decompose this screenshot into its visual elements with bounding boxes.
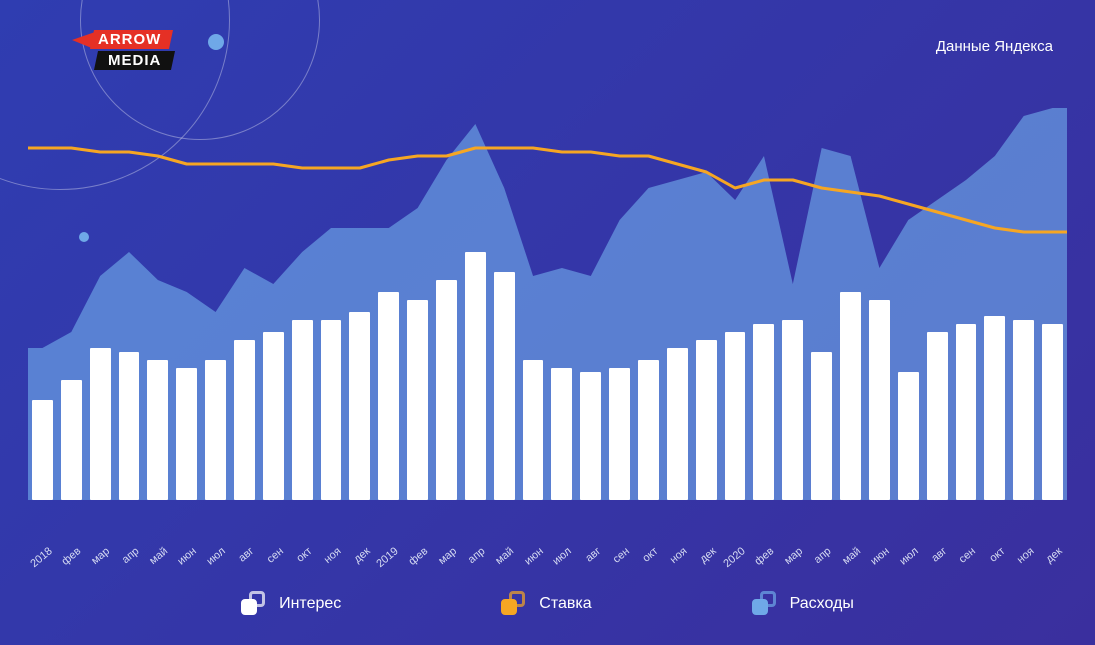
bar: [840, 292, 861, 500]
bar: [407, 300, 428, 500]
bar: [494, 272, 515, 500]
x-tick-label: окт: [987, 545, 1007, 565]
x-tick-label: июн: [522, 545, 545, 567]
decor-dot: [208, 34, 224, 50]
brand-line1: ARROW: [98, 31, 161, 48]
bar: [32, 400, 53, 500]
x-tick-label: 2020: [721, 545, 747, 570]
bar: [523, 360, 544, 500]
x-tick-label: авг: [583, 545, 603, 564]
x-tick-label: окт: [294, 545, 314, 565]
x-tick-label: мар: [90, 545, 113, 567]
x-tick-label: май: [840, 545, 863, 567]
legend-rate-label: Ставка: [539, 595, 591, 613]
brand-line2: MEDIA: [108, 52, 161, 69]
legend-item-spend: Расходы: [752, 591, 854, 617]
bar: [609, 368, 630, 500]
x-tick-label: июл: [551, 545, 574, 567]
plot-area: [28, 100, 1067, 500]
bar: [551, 368, 572, 500]
bar: [61, 380, 82, 500]
legend-item-interest: Интерес: [241, 591, 341, 617]
legend-rate-icon: [501, 591, 527, 617]
bar: [436, 280, 457, 500]
bar: [292, 320, 313, 500]
x-tick-label: 2019: [375, 545, 401, 570]
x-tick-label: апр: [812, 545, 834, 566]
bar: [465, 252, 486, 500]
x-tick-label: июн: [868, 545, 891, 567]
bar: [263, 332, 284, 500]
x-tick-label: июн: [176, 545, 199, 567]
x-axis: 2018февмарапрмайиюниюлавгсеноктноядек201…: [28, 545, 1067, 575]
chart: 2018февмарапрмайиюниюлавгсеноктноядек201…: [28, 100, 1067, 545]
x-tick-label: мар: [436, 545, 459, 567]
x-tick-label: дек: [351, 545, 372, 565]
source-label: Данные Яндекса: [936, 38, 1053, 55]
bar: [90, 348, 111, 500]
legend-spend-icon: [752, 591, 778, 617]
x-tick-label: май: [147, 545, 170, 567]
x-tick-label: дек: [1044, 545, 1065, 565]
brand-logo: ARROW MEDIA: [72, 30, 173, 70]
bar: [725, 332, 746, 500]
bar: [147, 360, 168, 500]
bar: [984, 316, 1005, 500]
bar: [378, 292, 399, 500]
legend: Интерес Ставка Расходы: [0, 591, 1095, 617]
x-tick-label: июл: [897, 545, 920, 567]
x-tick-label: ноя: [1014, 545, 1036, 566]
bar: [667, 348, 688, 500]
bar: [349, 312, 370, 500]
x-tick-label: май: [494, 545, 517, 567]
x-tick-label: мар: [782, 545, 805, 567]
x-tick-label: сен: [611, 545, 632, 566]
bar: [119, 352, 140, 500]
x-tick-label: авг: [929, 545, 949, 564]
x-tick-label: сен: [264, 545, 285, 566]
bar: [321, 320, 342, 500]
x-tick-label: авг: [237, 545, 257, 564]
x-tick-label: окт: [641, 545, 661, 565]
x-tick-label: 2018: [28, 545, 54, 570]
x-tick-label: ноя: [668, 545, 690, 566]
x-tick-label: апр: [120, 545, 142, 566]
x-tick-label: апр: [466, 545, 488, 566]
x-tick-label: фев: [406, 545, 430, 568]
bar: [927, 332, 948, 500]
x-tick-label: сен: [957, 545, 978, 566]
bar: [580, 372, 601, 500]
bar: [811, 352, 832, 500]
legend-interest-icon: [241, 591, 267, 617]
x-tick-label: ноя: [322, 545, 344, 566]
bar: [1013, 320, 1034, 500]
x-tick-label: июл: [204, 545, 227, 567]
bar: [234, 340, 255, 500]
bar: [753, 324, 774, 500]
bar: [956, 324, 977, 500]
bar: [205, 360, 226, 500]
bar: [782, 320, 803, 500]
legend-interest-label: Интерес: [279, 595, 341, 613]
bar: [1042, 324, 1063, 500]
x-tick-label: фев: [752, 545, 776, 568]
x-tick-label: дек: [698, 545, 719, 565]
bar: [898, 372, 919, 500]
bar: [869, 300, 890, 500]
bar-series: [28, 100, 1067, 500]
bar: [696, 340, 717, 500]
x-tick-label: фев: [60, 545, 84, 568]
legend-spend-label: Расходы: [790, 595, 854, 613]
bar: [176, 368, 197, 500]
legend-item-rate: Ставка: [501, 591, 591, 617]
bar: [638, 360, 659, 500]
